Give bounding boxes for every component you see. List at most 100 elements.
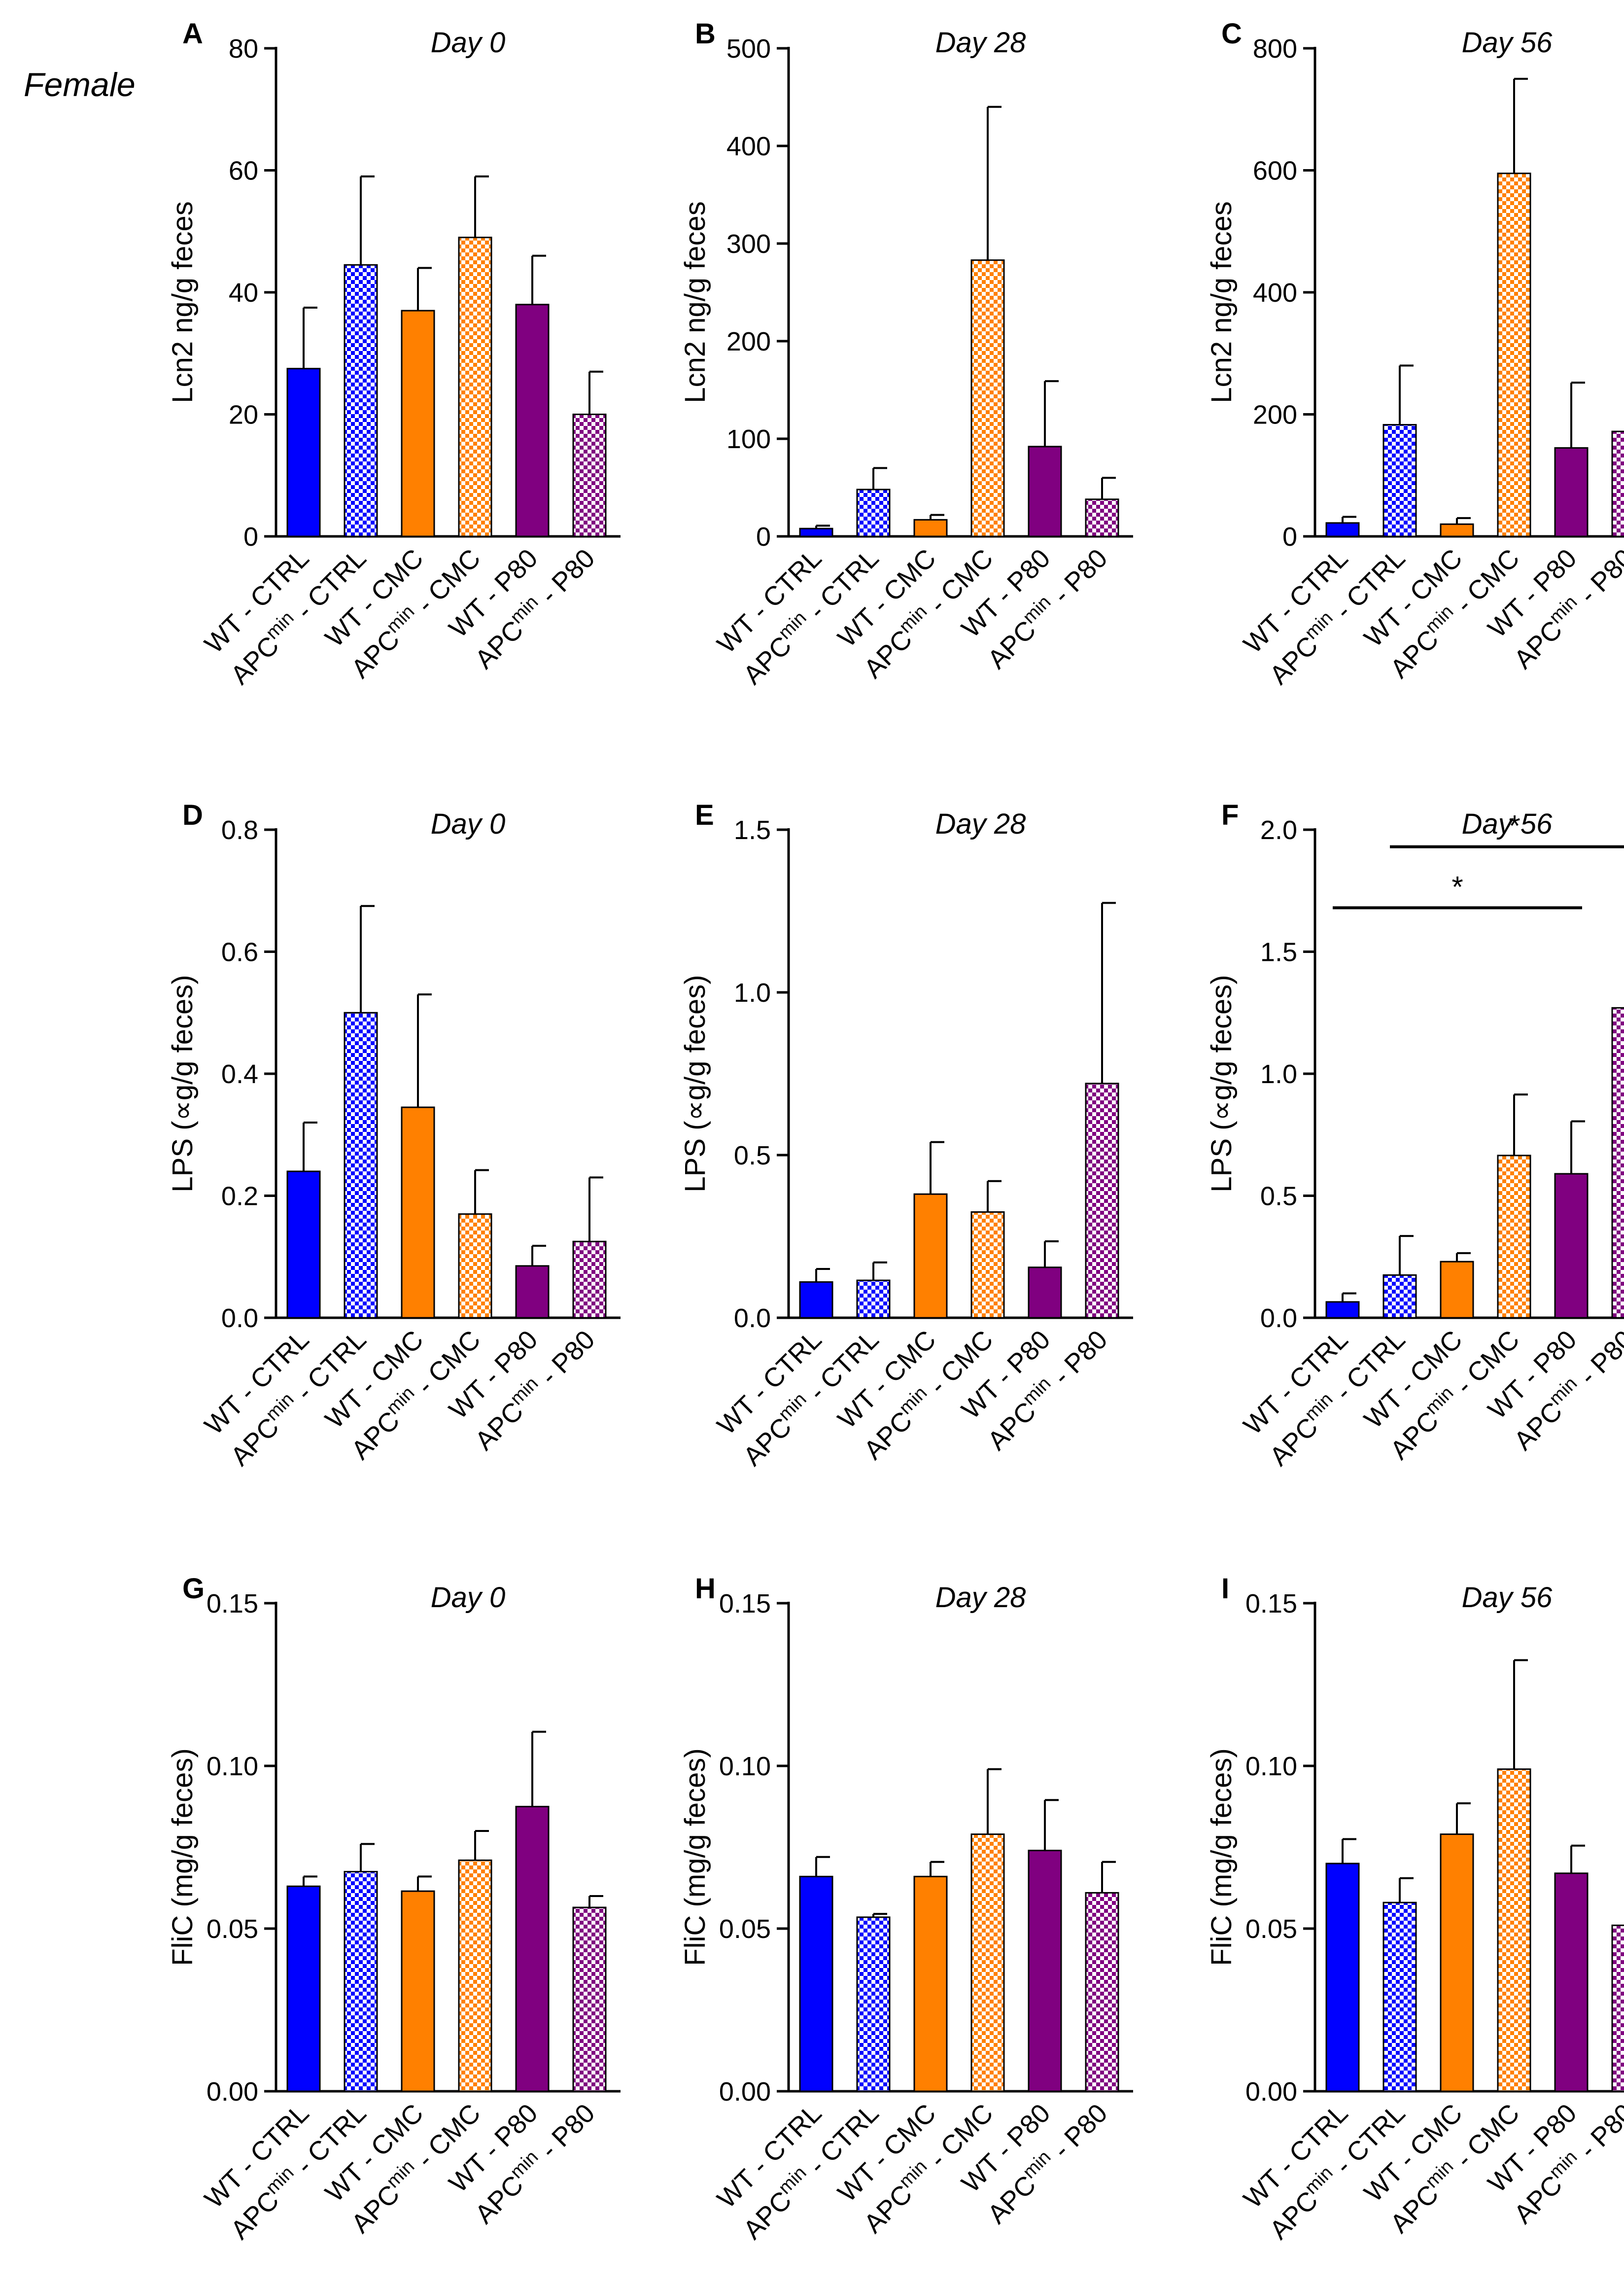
panel-title: Day 0 <box>431 808 506 840</box>
y-tick-label: 0.4 <box>221 1059 258 1089</box>
panel-letter: B <box>695 18 716 50</box>
y-axis-label: FliC (mg/g feces) <box>679 1748 711 1966</box>
y-tick-label: 0.2 <box>221 1182 258 1211</box>
y-tick-label: 0.6 <box>221 938 258 967</box>
y-tick-label: 0 <box>243 522 258 552</box>
y-tick-label: 0.5 <box>1260 1182 1297 1211</box>
panel-letter: G <box>182 1573 205 1605</box>
panel-title: Day 0 <box>431 27 506 59</box>
bar-wt_cmc <box>401 1106 435 1319</box>
y-tick-label: 800 <box>1253 34 1297 64</box>
bar-wt_ctrl <box>1325 522 1360 537</box>
bar-wt_p80 <box>515 304 550 537</box>
panel-letter: F <box>1221 799 1239 831</box>
y-tick-label: 0.05 <box>207 1914 258 1944</box>
panel-title: Day 56 <box>1462 27 1553 59</box>
bar-wt_ctrl <box>286 1170 321 1319</box>
panel-letter: A <box>182 18 203 50</box>
bar-wt_cmc <box>401 310 435 537</box>
panel-letter: I <box>1221 1573 1229 1605</box>
y-tick-label: 0.10 <box>1245 1752 1297 1781</box>
bar-wt_ctrl <box>1325 1301 1360 1319</box>
y-tick-label: 0.0 <box>221 1303 258 1333</box>
panel-title: Day 0 <box>431 1582 506 1614</box>
y-tick-label: 0.0 <box>1260 1303 1297 1333</box>
y-axis-label: LPS (∝g/g feces) <box>167 975 199 1192</box>
panel-letter: D <box>182 799 203 831</box>
y-axis-label: Lcn2 ng/g feces <box>1206 201 1238 403</box>
y-tick-label: 100 <box>726 424 771 454</box>
y-tick-label: 2.0 <box>1260 815 1297 845</box>
bar-wt_ctrl <box>799 1281 833 1319</box>
bar-apc_ctrl <box>856 1279 891 1319</box>
panel-letter: E <box>695 799 714 831</box>
panel-title: Day 28 <box>935 1582 1026 1614</box>
y-axis-label: Lcn2 ng/g feces <box>679 201 711 403</box>
y-tick-label: 0.05 <box>719 1914 771 1944</box>
y-tick-label: 300 <box>726 229 771 259</box>
bar-wt_cmc <box>913 1875 948 2092</box>
y-tick-label: 0 <box>756 522 771 552</box>
significance-star: * <box>1509 809 1520 843</box>
panel-letter: C <box>1221 18 1242 50</box>
y-tick-label: 200 <box>1253 400 1297 430</box>
bar-apc_p80 <box>1611 1924 1624 2092</box>
bar-wt_cmc <box>913 1193 948 1319</box>
bar-apc_p80 <box>1085 1892 1119 2092</box>
y-tick-label: 400 <box>1253 278 1297 308</box>
y-tick-label: 0.0 <box>734 1303 771 1333</box>
y-axis-label: FliC (mg/g feces) <box>167 1748 199 1966</box>
y-axis-label: LPS (∝g/g feces) <box>1206 975 1238 1192</box>
bar-apc_p80 <box>1085 498 1119 537</box>
y-tick-label: 1.5 <box>734 815 771 845</box>
bar-apc_ctrl <box>344 1012 378 1319</box>
bar-wt_p80 <box>1028 1850 1062 2092</box>
bar-apc_ctrl <box>1382 1901 1417 2092</box>
bar-apc_cmc <box>970 1211 1005 1319</box>
bar-apc_cmc <box>458 1859 492 2092</box>
bar-wt_ctrl <box>286 1885 321 2092</box>
bar-apc_p80 <box>1611 1007 1624 1319</box>
bar-wt_p80 <box>1028 446 1062 537</box>
bar-apc_cmc <box>970 1833 1005 2092</box>
bar-apc_ctrl <box>1382 1274 1417 1319</box>
bar-wt_p80 <box>1554 447 1589 537</box>
y-tick-label: 0.10 <box>207 1752 258 1781</box>
y-tick-label: 20 <box>229 400 258 430</box>
y-tick-label: 0.15 <box>1245 1589 1297 1618</box>
y-tick-label: 600 <box>1253 156 1297 186</box>
panel-title: Day 28 <box>935 808 1026 840</box>
bar-apc_ctrl <box>344 264 378 537</box>
bar-apc_p80 <box>1085 1083 1119 1319</box>
y-axis-label: LPS (∝g/g feces) <box>679 975 711 1192</box>
y-tick-label: 1.5 <box>1260 938 1297 967</box>
bar-wt_ctrl <box>799 1875 833 2092</box>
bar-apc_cmc <box>1497 1768 1531 2092</box>
bar-wt_p80 <box>515 1806 550 2092</box>
y-tick-label: 0.00 <box>1245 2077 1297 2107</box>
y-tick-label: 500 <box>726 34 771 64</box>
y-tick-label: 200 <box>726 327 771 356</box>
panel-title: Day 56 <box>1462 808 1553 840</box>
y-tick-label: 1.0 <box>1260 1059 1297 1089</box>
panel-title: Day 28 <box>935 27 1026 59</box>
bar-wt_cmc <box>401 1890 435 2092</box>
bar-wt_cmc <box>913 519 948 537</box>
bar-wt_ctrl <box>799 528 833 537</box>
bar-apc_cmc <box>458 237 492 537</box>
y-tick-label: 0.15 <box>719 1589 771 1618</box>
y-tick-label: 0.15 <box>207 1589 258 1618</box>
bar-wt_p80 <box>1028 1266 1062 1319</box>
bar-apc_cmc <box>970 259 1005 537</box>
bar-apc_ctrl <box>856 489 891 537</box>
bar-wt_cmc <box>1440 1833 1474 2092</box>
bar-apc_ctrl <box>856 1916 891 2092</box>
y-tick-label: 0.8 <box>221 815 258 845</box>
bar-apc_p80 <box>572 1906 607 2092</box>
y-tick-label: 0.10 <box>719 1752 771 1781</box>
